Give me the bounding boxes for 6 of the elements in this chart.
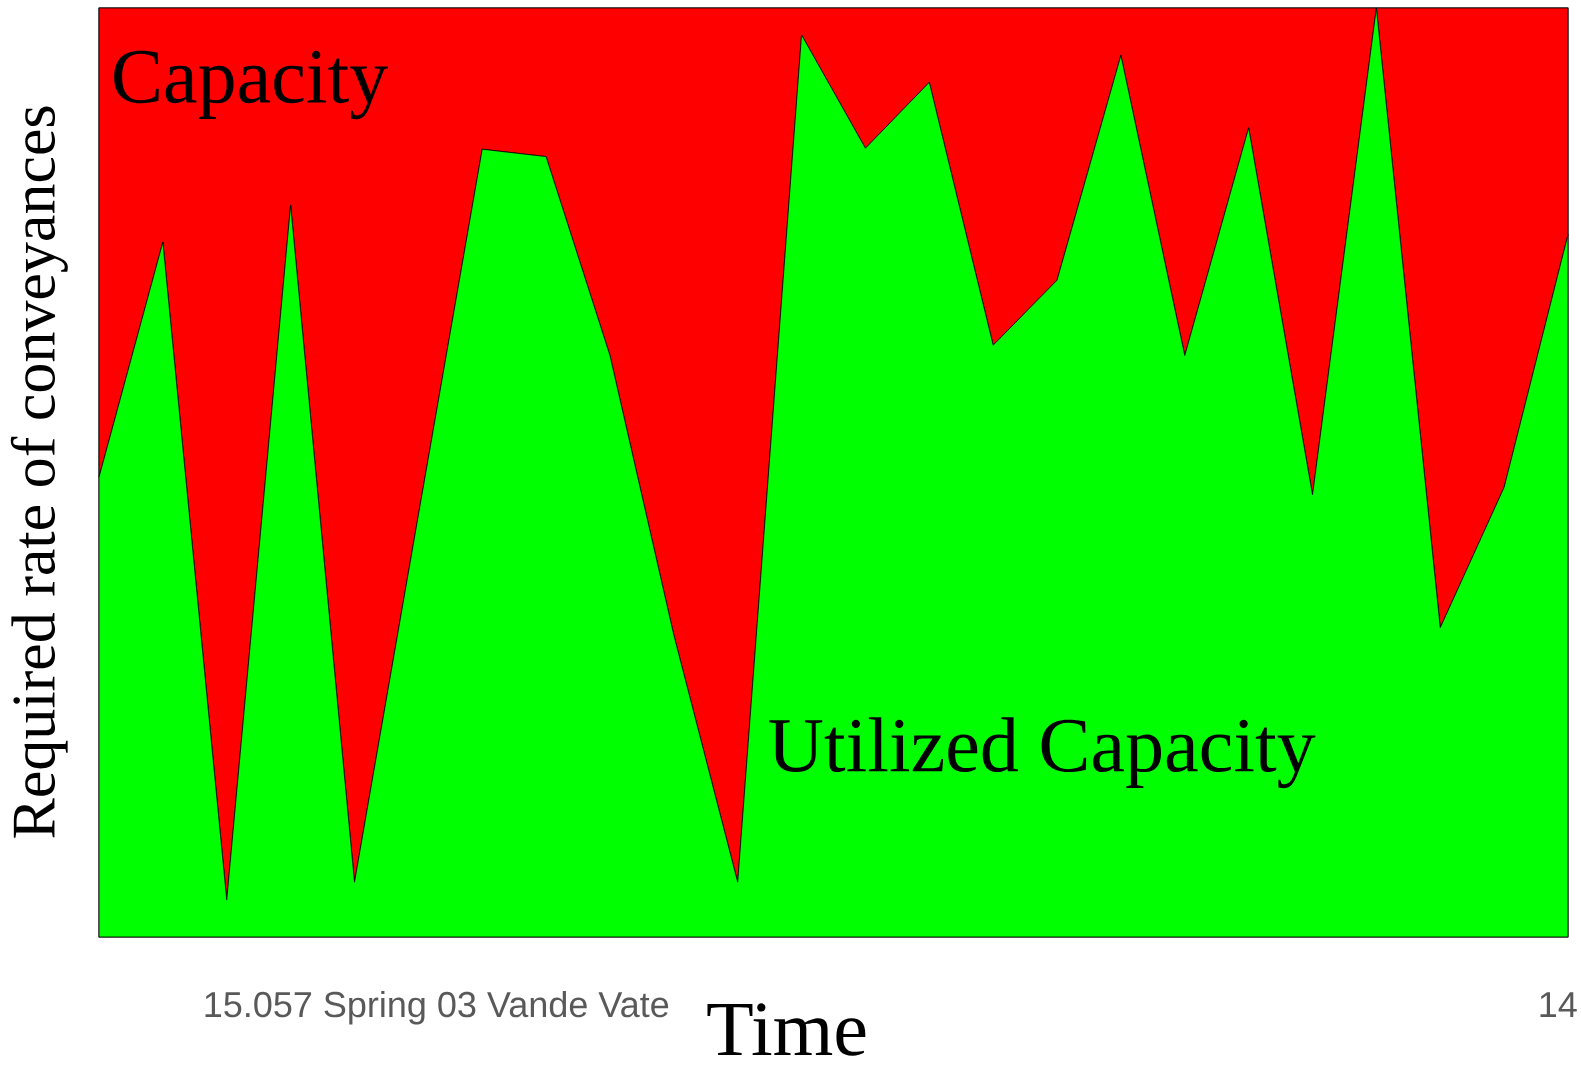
series-label: Capacity <box>114 50 388 120</box>
x-axis-title: Time <box>707 1003 866 1056</box>
text: 15.057 Spring 03 Vande Vate <box>205 990 669 1025</box>
text: 14 <box>1540 992 1577 1017</box>
series-label: Utilized Capacity <box>769 717 1316 789</box>
y-axis-title: Required rate of conveyances <box>10 106 68 838</box>
